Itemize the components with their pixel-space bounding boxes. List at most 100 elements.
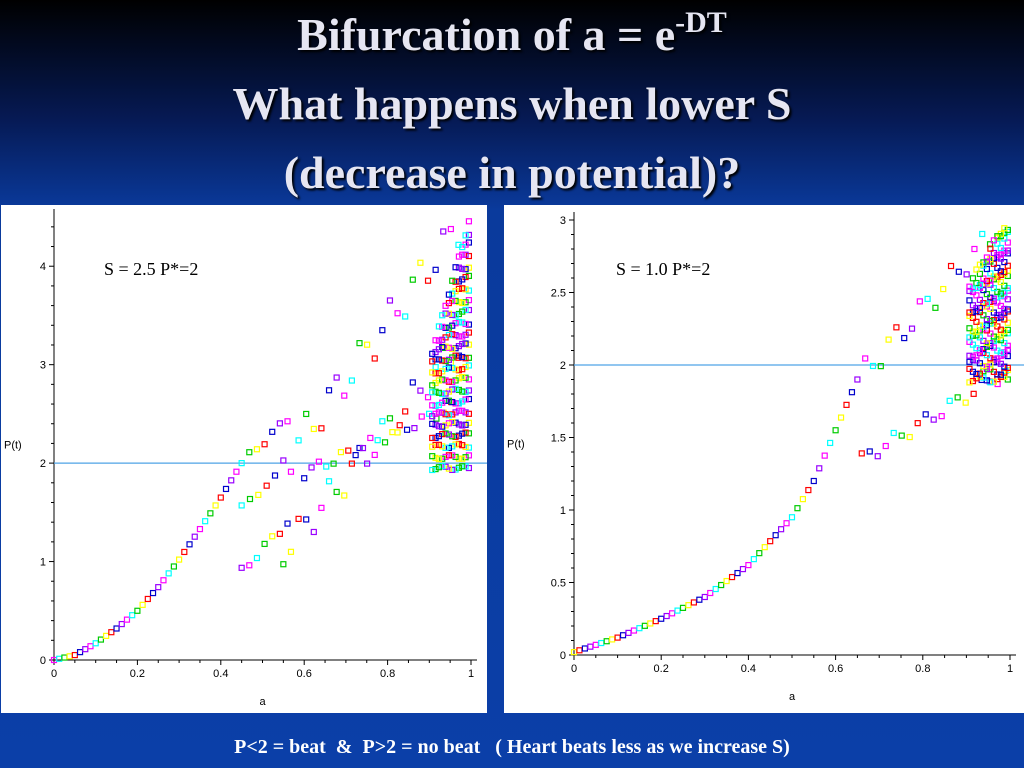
data-point (445, 397, 452, 404)
data-point (435, 464, 442, 471)
data-point (217, 494, 224, 501)
data-point (465, 387, 473, 394)
data-point (280, 457, 287, 464)
data-point (976, 370, 984, 377)
data-point (455, 386, 463, 394)
data-point (636, 625, 643, 632)
data-point (955, 268, 962, 275)
data-point (459, 455, 466, 462)
data-point (402, 313, 409, 320)
chart-panel-right: 0 0.2 0.4 0.6 0.8 1 0 0.5 1 1.5 2 2.5 3 a P(t) S = 1.0 … (504, 205, 1024, 713)
data-point (987, 281, 994, 288)
data-point (439, 336, 446, 343)
y-tick-label: 1 (560, 505, 566, 517)
data-point (983, 322, 990, 329)
data-point (439, 409, 446, 416)
data-point (435, 356, 442, 363)
data-point (718, 581, 725, 589)
data-point (442, 444, 449, 451)
data-point (969, 353, 977, 360)
data-point (465, 410, 473, 417)
title-superscript: -DT (675, 6, 727, 39)
data-point (980, 374, 987, 381)
data-point (144, 595, 151, 603)
data-point (417, 259, 424, 266)
data-point (877, 363, 884, 370)
data-point (253, 554, 261, 562)
data-point (854, 376, 861, 383)
data-point (690, 599, 697, 606)
data-point (906, 433, 913, 441)
data-point (449, 418, 456, 426)
data-point (386, 415, 394, 422)
data-point (459, 366, 466, 373)
data-point (459, 251, 466, 258)
data-point (973, 332, 980, 339)
data-point (439, 323, 446, 330)
chart-panel-left: 0 0.2 0.4 0.6 0.8 1 0 1 2 3 4 a P(t) S = 2.5 P*=2 (1, 205, 487, 713)
data-point (641, 622, 648, 629)
data-point (108, 629, 115, 636)
x-tick-label: 0 (51, 668, 57, 680)
data-point (962, 399, 969, 406)
data-point (866, 448, 873, 455)
data-point (465, 287, 473, 294)
data-point (396, 422, 403, 429)
data-point (439, 462, 446, 470)
data-point (973, 352, 980, 359)
data-point (269, 428, 276, 435)
data-point (462, 251, 469, 258)
data-point (445, 324, 452, 331)
data-point (429, 443, 436, 450)
data-point (459, 463, 466, 470)
data-point (772, 532, 779, 539)
data-point (990, 295, 997, 302)
data-point (442, 430, 449, 437)
data-point (778, 526, 785, 533)
data-point (432, 348, 439, 356)
data-point (976, 309, 984, 316)
data-point (56, 655, 63, 662)
data-point (465, 231, 473, 239)
data-point (435, 456, 442, 463)
data-point (374, 437, 381, 444)
data-point (155, 584, 162, 591)
title-line-1-text: Bifurcation of a = e (297, 9, 676, 60)
data-point (435, 323, 442, 330)
bifurcation-chart-s25: 0 0.2 0.4 0.6 0.8 1 0 1 2 3 4 a P(t) S = 2.5 P*=2 (4, 209, 487, 708)
data-point (295, 515, 302, 522)
data-point (246, 449, 253, 456)
data-point (411, 425, 418, 432)
data-point (990, 344, 997, 351)
data-point (429, 420, 436, 427)
chart-annotation: S = 1.0 P*=2 (616, 259, 710, 279)
data-point (432, 266, 439, 273)
data-point (980, 275, 987, 282)
data-point (947, 262, 955, 270)
data-point (966, 287, 973, 295)
data-point (997, 371, 1004, 378)
data-point (783, 520, 790, 527)
data-point (417, 387, 424, 394)
data-point (987, 294, 994, 301)
x-axis-label: a (789, 691, 796, 703)
title-line-3: (decrease in potential)? (283, 147, 741, 198)
data-point (379, 327, 386, 334)
data-point (603, 638, 610, 645)
data-point (994, 355, 1001, 362)
data-point (449, 433, 456, 440)
data-point (625, 629, 632, 636)
data-point (630, 627, 638, 634)
data-point (459, 319, 466, 326)
data-point (442, 357, 449, 365)
data-point (462, 409, 469, 416)
data-point (465, 218, 473, 225)
data-point (663, 612, 670, 620)
data-point (432, 402, 439, 410)
data-point (858, 450, 865, 457)
data-point (452, 278, 459, 285)
data-point (459, 265, 466, 272)
data-point (432, 441, 439, 449)
data-point (238, 502, 245, 509)
data-point (969, 309, 977, 316)
